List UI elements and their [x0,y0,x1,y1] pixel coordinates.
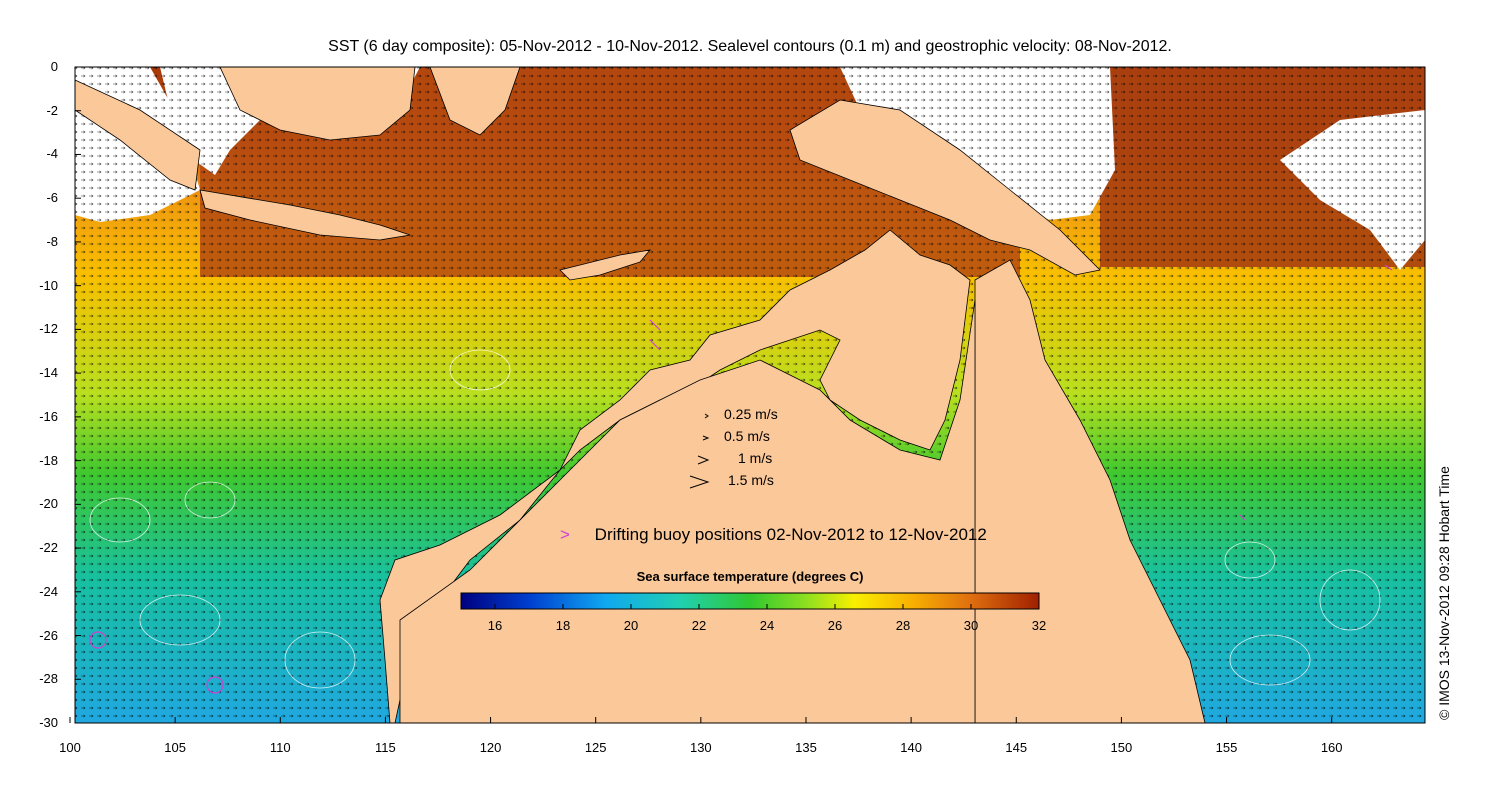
y-tick-label: -8 [46,233,58,249]
x-tick-label: 160 [1320,740,1343,755]
buoy-legend-label: Drifting buoy positions 02-Nov-2012 to 1… [594,525,987,544]
y-tick-label: -26 [39,627,58,643]
y-tick-label: 0 [50,59,58,74]
velocity-legend-arrows [689,413,710,489]
colorbar-tick-label: 26 [827,618,843,633]
buoy-legend-symbol: > [560,525,570,544]
velocity-arrow-0-5 [702,435,710,441]
x-tick-label: 105 [164,740,186,755]
y-tick-label: -28 [39,671,58,687]
copyright-stamp: © IMOS 13-Nov-2012 09:28 Hobart Time [1436,466,1452,720]
y-tick-label: -2 [46,102,58,118]
velocity-legend-label: 1 m/s [738,450,773,466]
colorbar-tick-label: 16 [487,618,503,633]
velocity-arrow-1 [697,455,710,465]
x-tick-label: 140 [900,740,922,755]
velocity-arrow-0-25 [704,413,709,419]
colorbar-tick-label: 22 [691,618,707,633]
sealevel-contours [89,349,1381,689]
buoy-markers [89,264,1393,694]
x-tick-label: 135 [795,740,817,755]
x-tick-label: 150 [1110,740,1133,755]
velocity-arrow-1-5 [689,475,710,489]
map-frame [74,66,1426,724]
x-tick-label: 115 [375,740,396,755]
y-tick-label: -6 [46,190,58,206]
x-tick-label: 125 [584,740,607,755]
y-tick-label: -12 [39,321,58,337]
y-tick-label: -22 [39,540,58,556]
buoy-legend: > Drifting buoy positions 02-Nov-2012 to… [560,525,987,545]
x-tick-label: 120 [479,740,502,755]
y-tick-label: -4 [46,146,58,162]
colorbar-tick-label: 24 [759,618,775,633]
colorbar-tick-label: 28 [895,618,911,633]
x-tick-label: 100 [59,740,81,755]
colorbar-ramp [460,592,1040,610]
y-tick-label: -10 [39,277,58,293]
velocity-legend-label: 0.5 m/s [724,428,770,444]
velocity-legend-label: 1.5 m/s [728,472,774,488]
colorbar [460,592,1040,610]
colorbar-tick-label: 30 [963,618,979,633]
axis-ticks [69,66,1333,724]
landmass [74,66,1206,724]
y-tick-label: -20 [39,496,58,512]
colorbar-tick-label: 18 [555,618,571,633]
y-tick-label: -14 [39,365,58,381]
colorbar-tick-label: 32 [1031,618,1047,633]
y-tick-label: -16 [39,408,58,424]
map-title: SST (6 day composite): 05-Nov-2012 - 10-… [328,38,1172,55]
colorbar-tick-label: 20 [623,618,639,633]
y-tick-label: -30 [39,715,58,730]
y-tick-label: -24 [39,583,58,599]
colorbar-title: Sea surface temperature (degrees C) [636,569,864,584]
x-tick-label: 145 [1005,740,1028,755]
velocity-legend-label: 0.25 m/s [724,406,778,422]
x-tick-label: 130 [689,740,712,755]
y-tick-label: -18 [39,452,58,468]
x-tick-label: 110 [269,740,291,755]
x-tick-label: 155 [1215,740,1238,755]
